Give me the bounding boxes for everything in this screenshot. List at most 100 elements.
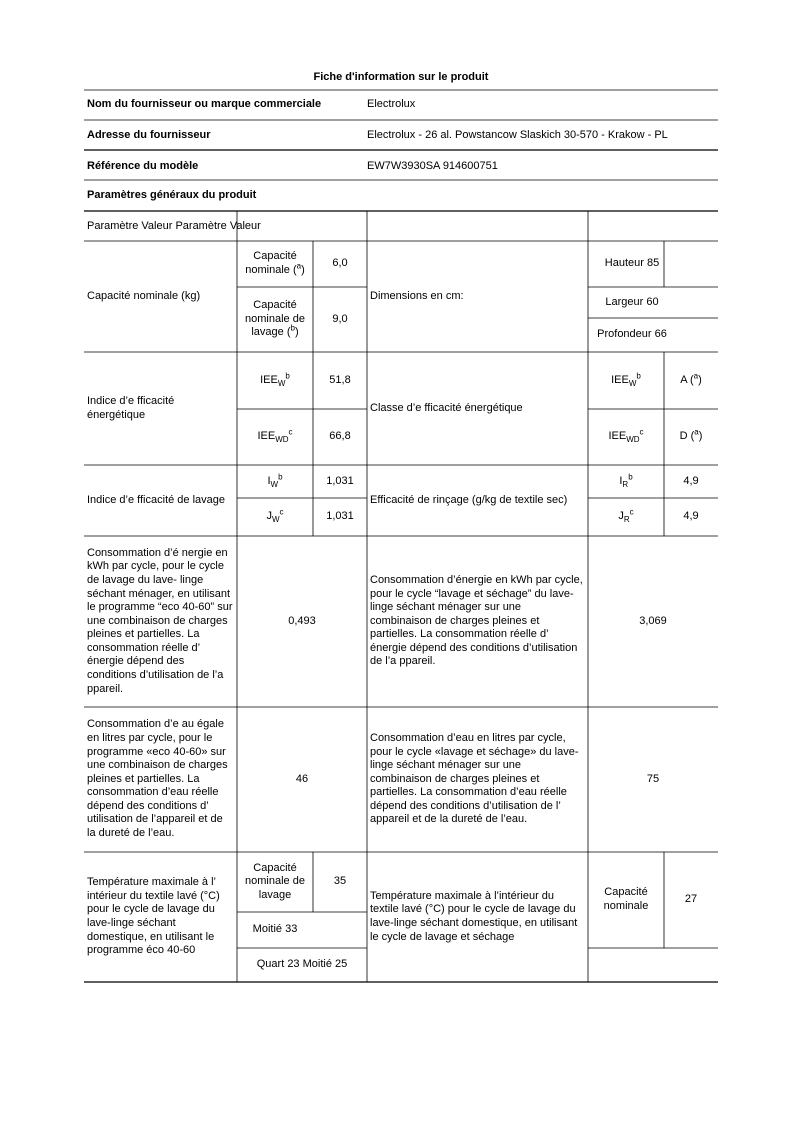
symbol: IEEWb [611,371,641,388]
cell: IRb [588,465,664,498]
cell: Température maximale à l’intérieur du te… [370,889,578,943]
text: D ( [679,430,695,443]
cell: EW7W3930SA 914600751 [367,160,498,173]
text: IEE [611,373,629,386]
cell: Indice d’e fficacité énergétique [87,394,175,421]
symbol: Capacité nominale (a) [240,250,310,277]
text: c [288,427,293,437]
symbol: A (a) [680,371,702,388]
cell: Consommation d’énergie en kWh par cycle,… [370,573,583,668]
cell: 51,8 [329,373,351,386]
cell: IEEWb [588,352,664,409]
text: A ( [680,373,694,386]
cell: Paramètres généraux du produit [87,189,257,202]
cell: A (a) [664,352,718,409]
text: I [267,474,271,487]
cell: Capacité nominale [603,886,649,912]
symbol: IRb [619,472,633,489]
cell: Adresse du fournisseur [87,129,211,142]
text: WD [626,435,640,445]
text: R [623,515,630,525]
text: J [266,510,272,523]
text: c [639,427,644,437]
symbol: JRc [618,507,634,525]
text: ) [294,326,299,339]
text: c [279,507,284,517]
cell: Profondeur 66 [597,328,667,341]
text: ) [301,264,305,276]
cell: JWc [237,498,313,536]
cell: 75 [646,772,660,785]
cell: 4,9 [683,474,699,487]
text: a [296,261,302,271]
cell: Référence du modèle [87,160,199,173]
text: b [628,472,633,482]
cell: 0,493 [288,614,316,627]
cell: Capacité nominale de lavage (b) [237,287,313,352]
cell: JRc [588,498,664,536]
cell: 1,031 [326,474,354,487]
cell: Capacité nominale de lavage [245,861,305,901]
cell: Dimensions en cm: [370,289,464,302]
text: J [618,510,624,523]
cell: Consommation d’e au égale en litres par … [87,718,228,840]
cell: IWb [237,465,313,498]
symbol: D (a) [679,427,703,444]
cell: Nom du fournisseur ou marque commerciale [87,98,322,111]
cell: Fiche d'information sur le produit [313,71,489,84]
text: ) [698,373,702,386]
text: IEE [608,430,627,443]
text: W [277,378,286,388]
text: b [636,371,641,381]
cell: Largeur 60 [605,295,659,308]
cell: Hauteur 85 [604,257,660,270]
cell: Température maximale à l’ intérieur du t… [87,876,220,957]
cell: 9,0 [332,312,348,325]
text: a [693,371,699,381]
text: R [622,479,629,489]
text: a [694,427,699,437]
cell: IEEWDc [237,409,313,465]
text: W [271,515,280,525]
cell: Capacité nominale (a) [237,241,313,287]
cell: IEEWDc [588,409,664,465]
cell: Electrolux [367,98,416,111]
cell: Consommation d’eau en litres par cycle, … [370,731,579,826]
cell: Efficacité de rinçage (g/kg de textile s… [370,493,568,506]
text: b [278,472,283,482]
text: b [285,371,290,381]
cell: 4,9 [683,510,699,523]
symbol: Capacité nominale de lavage (b) [240,299,310,340]
cell: 35 [333,875,347,888]
symbol: IEEWb [260,371,290,388]
symbol: IEEWDc [608,427,644,445]
symbol: IEEWDc [257,427,293,444]
cell: Classe d’e fficacité énergétique [370,401,523,414]
symbol: IWb [267,472,283,489]
text: IEE [260,373,278,386]
text: c [629,507,634,517]
cell: IEEWb [237,352,313,409]
cell: D (a) [664,409,718,465]
text: ) [698,430,703,443]
text: Capacité nominale de lavage ( [245,299,305,339]
rules [84,89,718,983]
cell: 66,8 [329,430,351,443]
cell: Electrolux - 26 al. Powstancow Slaskich … [367,129,668,142]
cell: Paramètre Valeur Paramètre Valeur [87,220,261,233]
text: b [290,323,295,333]
symbol: JWc [266,507,284,525]
text: I [619,474,623,487]
cell: 27 [684,893,698,906]
text: IEE [257,430,276,443]
text: W [628,378,637,388]
cell: 1,031 [326,510,354,523]
cell: Consommation d’é nergie en kWh par cycle… [87,546,233,695]
cell: Indice d’e fficacité de lavage [87,493,225,506]
cell: 46 [295,772,309,785]
text: W [270,479,279,489]
cell: Capacité nominale (kg) [87,289,201,302]
cell: Quart 23 Moitié 25 [256,958,348,971]
text: Capacité nominale ( [245,250,297,276]
